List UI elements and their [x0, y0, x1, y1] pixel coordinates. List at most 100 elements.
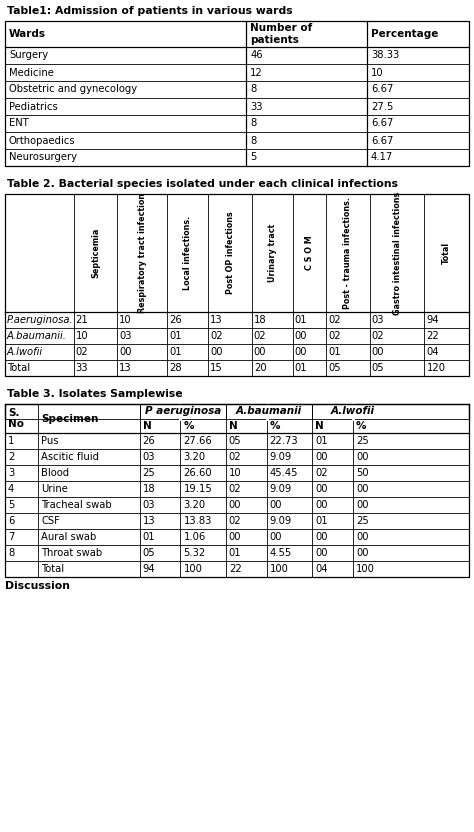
Text: 5: 5 — [250, 152, 256, 162]
Text: 04: 04 — [315, 564, 328, 574]
Text: %: % — [183, 421, 194, 431]
Text: 03: 03 — [119, 331, 132, 341]
Text: A.lwofii: A.lwofii — [331, 407, 375, 417]
Text: 26: 26 — [143, 436, 155, 446]
Text: Table 3. Isolates Samplewise: Table 3. Isolates Samplewise — [7, 389, 182, 399]
Text: Number of
patients: Number of patients — [250, 23, 312, 45]
Text: 01: 01 — [315, 436, 328, 446]
Text: 00: 00 — [270, 500, 282, 510]
Text: P aeruginosa: P aeruginosa — [145, 407, 221, 417]
Text: 9.09: 9.09 — [270, 484, 292, 494]
Text: 02: 02 — [210, 331, 223, 341]
Text: 12: 12 — [250, 67, 263, 77]
Text: 00: 00 — [356, 452, 368, 462]
Text: 8: 8 — [250, 136, 256, 146]
Text: 38.33: 38.33 — [371, 51, 399, 61]
Text: 26: 26 — [169, 315, 182, 325]
Text: 7: 7 — [8, 532, 14, 542]
Text: Aural swab: Aural swab — [41, 532, 97, 542]
Text: 02: 02 — [229, 484, 241, 494]
Text: 25: 25 — [356, 436, 369, 446]
Text: 01: 01 — [315, 516, 328, 526]
Text: 25: 25 — [356, 516, 369, 526]
Text: 00: 00 — [229, 532, 241, 542]
Text: 21: 21 — [76, 315, 89, 325]
Text: Medicine: Medicine — [9, 67, 54, 77]
Text: 13: 13 — [143, 516, 155, 526]
Text: 00: 00 — [356, 500, 368, 510]
Text: Specimen: Specimen — [41, 414, 99, 423]
Text: 27.5: 27.5 — [371, 102, 393, 111]
Text: 02: 02 — [229, 516, 241, 526]
Text: 15: 15 — [210, 363, 223, 373]
Text: A.baumanii.: A.baumanii. — [7, 331, 67, 341]
Text: N: N — [143, 421, 151, 431]
Text: ENT: ENT — [9, 118, 29, 128]
Text: 02: 02 — [372, 331, 384, 341]
Text: 3.20: 3.20 — [183, 500, 206, 510]
Text: 03: 03 — [143, 452, 155, 462]
Text: 8: 8 — [250, 85, 256, 95]
Text: Total: Total — [442, 242, 451, 264]
Text: 25: 25 — [143, 468, 155, 478]
Text: 10: 10 — [119, 315, 132, 325]
Text: 50: 50 — [356, 468, 369, 478]
Text: 00: 00 — [315, 484, 328, 494]
Text: Post OP infections: Post OP infections — [226, 211, 235, 295]
Text: 05: 05 — [229, 436, 241, 446]
Text: %: % — [270, 421, 280, 431]
Text: 120: 120 — [427, 363, 446, 373]
Text: 46: 46 — [250, 51, 263, 61]
Text: 5: 5 — [8, 500, 14, 510]
Text: %: % — [356, 421, 366, 431]
Text: 22.73: 22.73 — [270, 436, 298, 446]
Text: 22: 22 — [427, 331, 439, 341]
Text: 05: 05 — [328, 363, 341, 373]
Text: 94: 94 — [427, 315, 439, 325]
Text: 02: 02 — [328, 315, 341, 325]
Text: 00: 00 — [270, 532, 282, 542]
Text: P.aeruginosa.: P.aeruginosa. — [7, 315, 73, 325]
Text: 00: 00 — [119, 347, 132, 357]
Text: 6.67: 6.67 — [371, 85, 393, 95]
Text: Throat swab: Throat swab — [41, 548, 102, 558]
Text: 00: 00 — [372, 347, 384, 357]
Text: 4.55: 4.55 — [270, 548, 292, 558]
Text: Pus: Pus — [41, 436, 59, 446]
Text: 04: 04 — [427, 347, 439, 357]
Text: 10: 10 — [371, 67, 383, 77]
Text: 00: 00 — [315, 532, 328, 542]
Text: 8: 8 — [8, 548, 14, 558]
Text: 02: 02 — [315, 468, 328, 478]
Bar — [5, 21, 469, 166]
Text: 1.06: 1.06 — [183, 532, 206, 542]
Text: 94: 94 — [143, 564, 155, 574]
Text: Local infections.: Local infections. — [183, 215, 192, 290]
Text: Wards: Wards — [9, 29, 46, 39]
Text: 3.20: 3.20 — [183, 452, 206, 462]
Text: 33: 33 — [250, 102, 263, 111]
Text: 19.15: 19.15 — [183, 484, 212, 494]
Text: Total: Total — [41, 564, 64, 574]
Text: Table1: Admission of patients in various wards: Table1: Admission of patients in various… — [7, 6, 292, 16]
Text: 03: 03 — [143, 500, 155, 510]
Text: 01: 01 — [295, 315, 307, 325]
Text: 01: 01 — [295, 363, 307, 373]
Text: Table 2. Bacterial species isolated under each clinical infections: Table 2. Bacterial species isolated unde… — [7, 179, 398, 189]
Text: 100: 100 — [356, 564, 375, 574]
Text: 03: 03 — [372, 315, 384, 325]
Text: 8: 8 — [250, 118, 256, 128]
Text: 00: 00 — [295, 331, 307, 341]
Text: C S O M: C S O M — [305, 235, 314, 270]
Text: 6: 6 — [8, 516, 14, 526]
Text: Post - trauma infections.: Post - trauma infections. — [343, 197, 352, 309]
Text: 27.66: 27.66 — [183, 436, 212, 446]
Text: 01: 01 — [328, 347, 341, 357]
Text: 6.67: 6.67 — [371, 118, 393, 128]
Text: 18: 18 — [143, 484, 155, 494]
Text: Orthopaedics: Orthopaedics — [9, 136, 76, 146]
Text: 00: 00 — [254, 347, 266, 357]
Text: 01: 01 — [143, 532, 155, 542]
Text: 01: 01 — [169, 347, 182, 357]
Text: 02: 02 — [254, 331, 266, 341]
